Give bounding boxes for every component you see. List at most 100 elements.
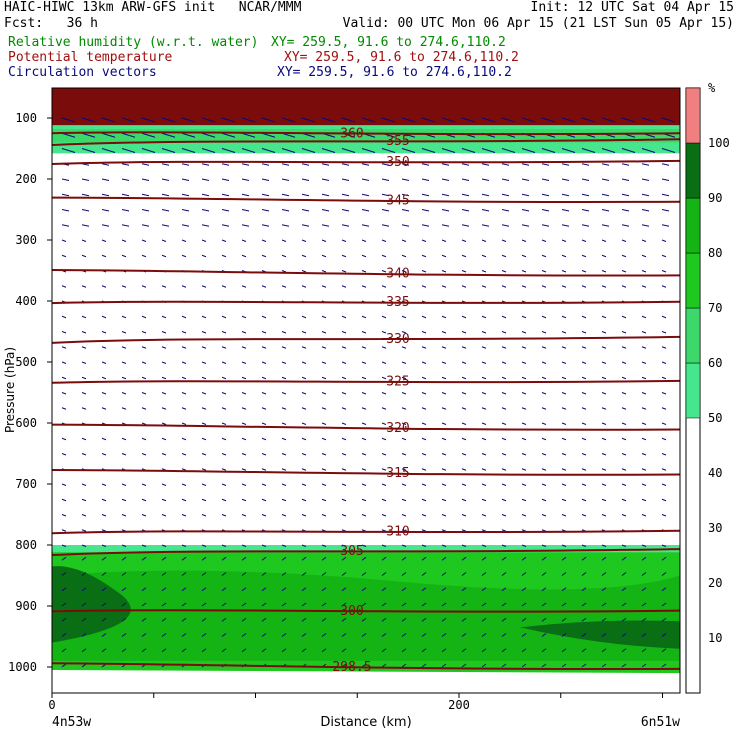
circulation-vector — [241, 602, 247, 607]
circulation-vector — [101, 132, 116, 138]
circulation-vector — [281, 361, 287, 364]
circulation-vector — [401, 331, 407, 334]
circulation-vector — [221, 407, 227, 410]
circulation-vector — [381, 572, 387, 576]
colorbar-band — [685, 197, 701, 254]
circulation-vector — [341, 239, 347, 242]
circulation-vector — [601, 407, 607, 410]
circulation-vector — [101, 498, 107, 502]
circulation-vector — [481, 422, 487, 425]
colorbar-tick-label: 30 — [708, 521, 722, 535]
circulation-vector — [161, 331, 167, 334]
circulation-vector — [321, 178, 330, 181]
circulation-vector — [361, 193, 370, 197]
circulation-vector — [261, 193, 270, 197]
circulation-vector — [301, 331, 307, 334]
circulation-vector — [161, 178, 170, 181]
circulation-vector — [161, 453, 167, 456]
circulation-vector — [261, 514, 267, 517]
circulation-vector — [581, 498, 587, 502]
circulation-vector — [121, 498, 127, 502]
circulation-vector — [541, 361, 547, 364]
circulation-vector — [581, 315, 587, 319]
circulation-vector — [421, 392, 427, 395]
circulation-vector — [341, 209, 350, 212]
circulation-vector — [81, 407, 87, 410]
circulation-vector — [201, 453, 207, 456]
circulation-vector — [601, 437, 607, 441]
circulation-vector — [61, 633, 67, 637]
circulation-vector — [601, 239, 607, 242]
circulation-vector — [281, 270, 287, 273]
circulation-vector — [661, 117, 676, 123]
circulation-vector — [461, 407, 467, 410]
circulation-vector — [221, 587, 227, 592]
circulation-vector — [241, 556, 247, 561]
circulation-vector — [601, 587, 607, 592]
circulation-vector — [641, 148, 656, 153]
circulation-vector — [201, 117, 216, 123]
circulation-vector — [561, 193, 570, 197]
circulation-vector — [481, 602, 487, 607]
circulation-vector — [341, 572, 347, 576]
circulation-vector — [521, 285, 527, 288]
circulation-vector — [61, 544, 67, 547]
circulation-vector — [201, 315, 207, 319]
circulation-vector — [161, 407, 167, 410]
circulation-vector — [361, 544, 367, 547]
circulation-vector — [601, 633, 607, 637]
circulation-vector — [261, 544, 267, 547]
circulation-vector — [521, 376, 527, 380]
circulation-vector — [521, 663, 527, 668]
circulation-vector — [241, 617, 247, 622]
circulation-vector — [601, 663, 607, 668]
circulation-vector — [281, 468, 287, 471]
circulation-vector — [461, 648, 467, 653]
circulation-vector — [81, 376, 87, 380]
circulation-vector — [441, 346, 447, 349]
circulation-vector — [601, 285, 607, 288]
circulation-vector — [441, 663, 447, 668]
circulation-vector — [141, 239, 147, 242]
circulation-vector — [461, 422, 467, 425]
circulation-vector — [181, 572, 187, 576]
circulation-vector — [481, 407, 487, 410]
circulation-vector — [441, 331, 447, 334]
colorbar-unit: % — [708, 81, 716, 95]
circulation-vector — [141, 437, 147, 441]
circulation-vector — [461, 209, 470, 212]
circulation-vector — [661, 544, 667, 547]
circulation-vector — [501, 663, 507, 668]
circulation-vector — [561, 224, 570, 227]
circulation-vector — [341, 361, 347, 364]
circulation-vector — [221, 483, 227, 486]
circulation-vector — [101, 209, 110, 212]
circulation-vector — [301, 483, 307, 486]
circulation-vector — [101, 617, 107, 622]
circulation-vector — [521, 648, 527, 653]
circulation-vector — [181, 361, 187, 364]
circulation-vector — [381, 663, 387, 668]
circulation-vector — [421, 346, 427, 349]
circulation-vector — [281, 148, 296, 153]
circulation-vector — [521, 392, 527, 395]
circulation-vector — [201, 132, 216, 138]
circulation-vector — [61, 556, 67, 561]
circulation-vector — [561, 633, 567, 637]
circulation-vector — [401, 254, 407, 258]
colorbar-band — [685, 307, 701, 364]
circulation-vector — [621, 346, 627, 349]
circulation-vector — [581, 376, 587, 380]
circulation-vector — [521, 556, 527, 561]
circulation-vector — [361, 483, 367, 486]
circulation-vector — [201, 254, 207, 258]
circulation-vector — [621, 514, 627, 517]
circulation-vector — [501, 498, 507, 502]
circulation-vector — [301, 148, 316, 153]
circulation-vector — [241, 407, 247, 410]
circulation-vector — [221, 163, 230, 166]
circulation-vector — [481, 633, 487, 637]
circulation-vector — [241, 514, 247, 517]
circulation-vector — [161, 392, 167, 395]
circulation-vector — [161, 148, 176, 153]
